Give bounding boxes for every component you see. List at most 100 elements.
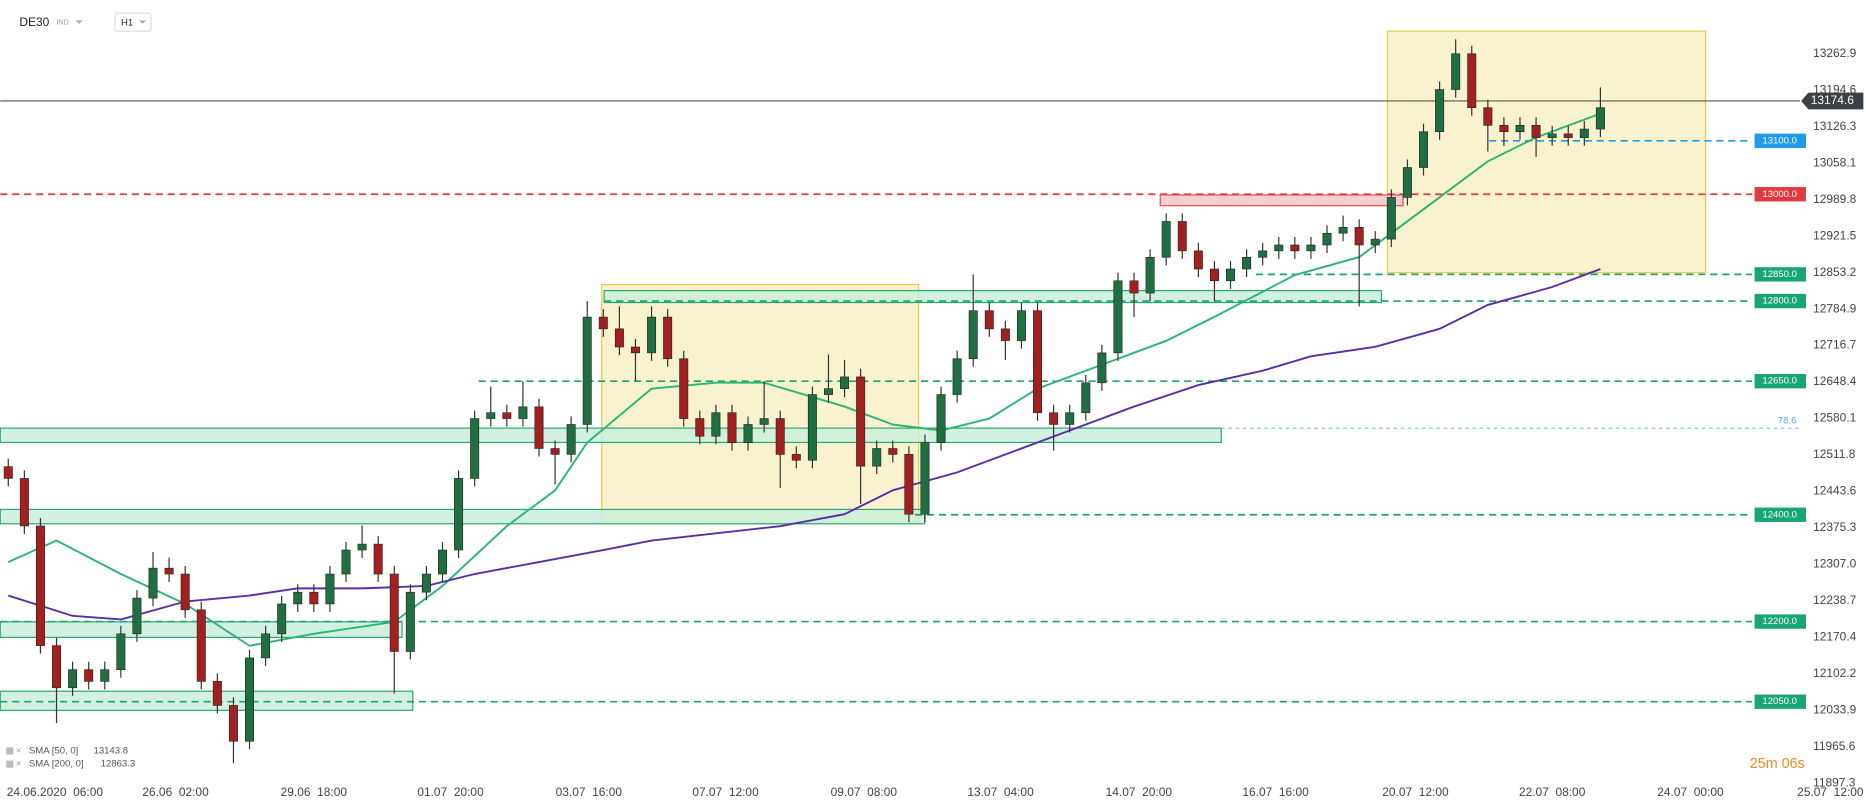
candle-body — [325, 573, 335, 605]
y-tick-label: 12853.2 — [1813, 265, 1857, 279]
candle-body — [695, 418, 705, 437]
level-label-box — [1754, 133, 1806, 148]
candle-body — [68, 669, 78, 689]
x-tick-label: 25.07 12:00 — [1797, 785, 1864, 799]
candle-body — [3, 466, 13, 479]
y-tick-label: 13058.1 — [1813, 155, 1857, 169]
y-tick-label: 12580.1 — [1813, 411, 1857, 425]
sma-line — [7, 112, 1601, 647]
y-tick-label: 12375.3 — [1813, 520, 1857, 534]
y-tick-label: 12511.8 — [1813, 447, 1856, 461]
candle-body — [630, 346, 640, 354]
y-tick-label: 12989.8 — [1813, 192, 1857, 206]
candle-body — [663, 316, 673, 360]
candle-body — [164, 567, 174, 575]
candle-body — [534, 406, 544, 449]
candle-body — [1579, 128, 1589, 138]
candle-body — [1033, 310, 1043, 414]
x-tick-label: 07.07 12:00 — [692, 785, 759, 799]
y-tick-label: 11965.6 — [1813, 739, 1856, 753]
candle-body — [1499, 125, 1509, 133]
candle-body — [1016, 310, 1026, 341]
symbol[interactable]: DE30 — [19, 15, 49, 29]
support-zone — [0, 690, 414, 711]
candle-timer: 25m 06s — [1750, 756, 1805, 772]
resistance-zone — [1159, 194, 1404, 207]
y-tick-label: 12102.2 — [1813, 666, 1857, 680]
x-tick-label: 13.07 04:00 — [967, 785, 1034, 799]
candle-body — [421, 573, 431, 593]
candle-body — [1145, 256, 1155, 294]
candle-body — [470, 418, 480, 479]
y-tick-label: 12784.9 — [1813, 301, 1857, 315]
candle-body — [1515, 125, 1525, 133]
candle-body — [1274, 244, 1284, 252]
candle-body — [84, 669, 94, 682]
candle-body — [1531, 125, 1541, 138]
level-label: 12200.0 — [1762, 616, 1797, 627]
candle-body — [180, 573, 190, 611]
candle-body — [1129, 280, 1139, 294]
candle-body — [212, 681, 222, 706]
candle-body — [196, 609, 206, 682]
level-label-box — [1754, 694, 1806, 709]
candle-body — [1193, 250, 1203, 270]
candle-body — [856, 376, 866, 467]
x-tick-label: 29.06 18:00 — [281, 785, 348, 799]
candle-body — [1370, 238, 1380, 246]
candle-body — [1065, 412, 1075, 425]
candle-body — [373, 543, 383, 575]
highlight-zone — [1386, 30, 1707, 274]
legend-close: × — [16, 759, 22, 770]
candle-body — [679, 358, 689, 419]
sma-line — [7, 268, 1601, 621]
candle-body — [116, 633, 126, 670]
candle-body — [727, 412, 737, 443]
candle-body — [582, 316, 592, 425]
candle-body — [888, 448, 898, 455]
candle-body — [148, 567, 158, 599]
timeframe-button[interactable] — [114, 12, 152, 32]
y-tick-label: 12443.6 — [1813, 484, 1857, 498]
y-tick-label: 12716.7 — [1813, 338, 1857, 352]
candle-body — [1483, 107, 1493, 126]
candle-body — [1209, 268, 1219, 282]
candle-body — [1467, 53, 1477, 108]
candle-body — [228, 705, 238, 742]
candle-body — [550, 448, 560, 455]
candle-body — [1097, 352, 1107, 384]
legend-name: SMA [200, 0] — [29, 759, 84, 770]
candle-body — [1306, 244, 1316, 252]
candle-body — [743, 424, 753, 443]
candle-body — [486, 412, 496, 419]
x-tick-label: 03.07 16:00 — [556, 785, 623, 799]
legend-icon — [6, 747, 14, 755]
candle-body — [1081, 382, 1091, 414]
candle-body — [823, 388, 833, 395]
candle-body — [1290, 244, 1300, 252]
y-tick-label: 13262.9 — [1813, 46, 1857, 60]
timeframe[interactable]: H1 — [121, 17, 133, 28]
candle-body — [1113, 280, 1123, 354]
y-tick-label: 12648.4 — [1813, 374, 1857, 388]
candle-body — [984, 310, 994, 330]
candle-body — [1177, 221, 1187, 252]
support-zone — [603, 289, 1383, 304]
candle-body — [438, 549, 447, 575]
candle-body — [1226, 268, 1236, 282]
market: IND — [56, 19, 68, 27]
candle-body — [518, 406, 528, 419]
y-tick-label: 12921.5 — [1813, 228, 1857, 242]
level-label-box — [1754, 507, 1806, 522]
dropdown-arrow[interactable] — [138, 20, 147, 24]
candle-body — [614, 328, 624, 348]
dropdown-arrow[interactable] — [75, 20, 83, 24]
level-label-box — [1754, 614, 1806, 629]
y-tick-label: 13126.3 — [1813, 119, 1857, 133]
candle-body — [1595, 107, 1605, 130]
candle-body — [872, 448, 882, 467]
x-tick-label: 26.06 02:00 — [142, 785, 209, 799]
candle-body — [1242, 256, 1252, 270]
candle-body — [936, 394, 946, 443]
